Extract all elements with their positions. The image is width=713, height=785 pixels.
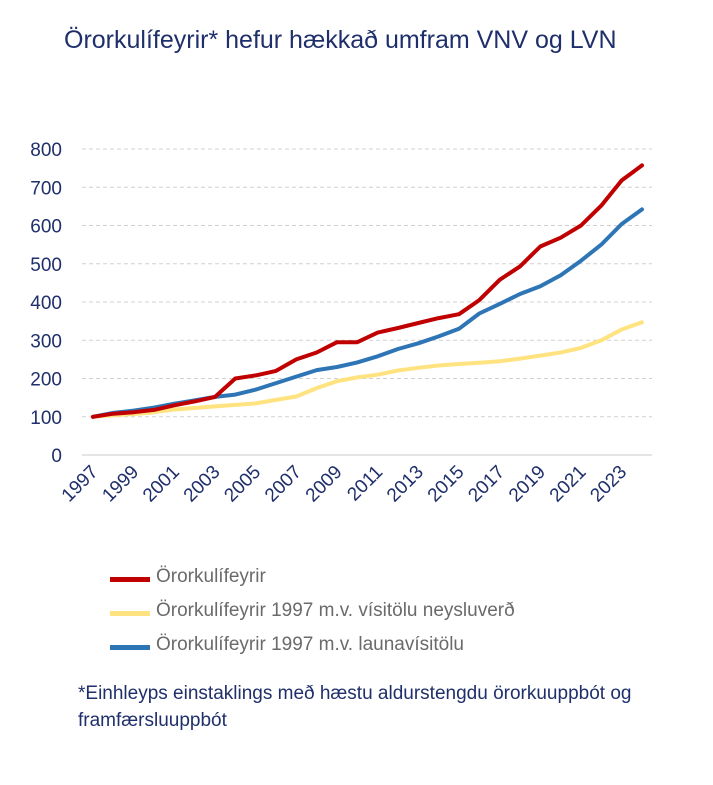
x-tick-label: 2015 bbox=[424, 462, 469, 507]
x-tick-label: 2023 bbox=[586, 462, 631, 507]
x-tick-label: 2007 bbox=[261, 462, 306, 507]
y-tick-label: 500 bbox=[30, 255, 62, 276]
legend-swatch bbox=[110, 611, 150, 616]
y-tick-label: 400 bbox=[30, 293, 62, 314]
x-tick-label: 2021 bbox=[546, 462, 591, 507]
footnote: *Einhleyps einstaklings með hæstu aldurs… bbox=[78, 683, 632, 731]
legend-swatch bbox=[110, 577, 150, 582]
series-lines bbox=[91, 163, 644, 419]
series-line-1 bbox=[91, 320, 644, 419]
series-line-2 bbox=[91, 207, 644, 419]
y-axis-tick-labels: 0 100 200 300 400 500 600 700 800 bbox=[30, 140, 62, 467]
legend-label: Örorkulífeyrir bbox=[156, 566, 266, 587]
y-tick-label: 300 bbox=[30, 331, 62, 352]
x-tick-label: 2013 bbox=[383, 462, 428, 507]
series-line-0 bbox=[91, 163, 644, 419]
x-tick-label: 1997 bbox=[58, 462, 103, 507]
legend-label: Örorkulífeyrir 1997 m.v. vísitölu neyslu… bbox=[156, 600, 515, 621]
x-tick-label: 2005 bbox=[220, 462, 265, 507]
x-tick-label: 2011 bbox=[343, 462, 387, 506]
x-axis-tick-labels: 1997199920012003200520072009201120132015… bbox=[58, 462, 631, 507]
x-tick-label: 2017 bbox=[464, 462, 509, 507]
x-tick-label: 2009 bbox=[302, 462, 347, 507]
y-tick-label: 600 bbox=[30, 217, 62, 238]
x-tick-label: 1999 bbox=[98, 462, 143, 507]
y-tick-label: 700 bbox=[30, 178, 62, 199]
chart-title: Örorkulífeyrir* hefur hækkað umfram VNV … bbox=[64, 26, 617, 54]
legend-label: Örorkulífeyrir 1997 m.v. launavísitölu bbox=[156, 634, 464, 655]
y-tick-label: 100 bbox=[30, 408, 62, 429]
legend-swatch bbox=[110, 645, 150, 650]
y-tick-label: 200 bbox=[30, 370, 62, 391]
x-tick-label: 2019 bbox=[505, 462, 550, 507]
y-tick-label: 800 bbox=[30, 140, 62, 161]
x-tick-label: 2001 bbox=[139, 462, 184, 507]
x-tick-label: 2003 bbox=[180, 462, 225, 507]
gridlines bbox=[82, 148, 652, 456]
y-tick-label: 0 bbox=[51, 446, 62, 467]
